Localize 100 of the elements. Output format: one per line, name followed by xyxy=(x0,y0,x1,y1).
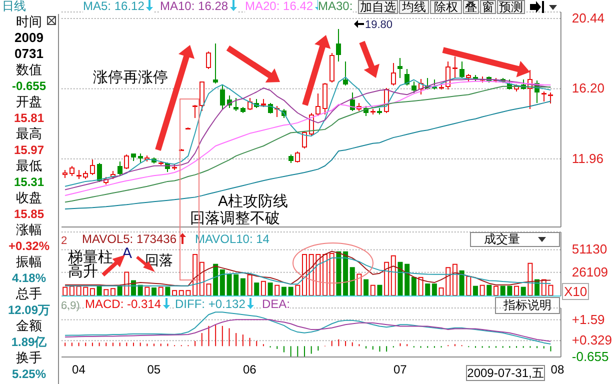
series-label: DEA: xyxy=(262,297,290,311)
bar xyxy=(528,262,533,296)
bar xyxy=(192,254,198,296)
bar xyxy=(390,255,396,296)
text: 数值 xyxy=(15,62,43,78)
bar xyxy=(370,284,376,296)
candlestick xyxy=(390,62,396,86)
candlestick xyxy=(206,51,212,70)
text: 涨幅 xyxy=(15,222,43,238)
candlestick xyxy=(329,52,334,83)
bar xyxy=(356,274,362,296)
bar xyxy=(247,274,252,296)
bar xyxy=(295,284,300,296)
y-tick-label: 26109 xyxy=(572,264,608,280)
bar xyxy=(452,264,458,296)
bar xyxy=(329,253,334,296)
bar xyxy=(336,251,342,296)
candlestick xyxy=(90,158,95,176)
bar xyxy=(384,262,390,296)
bar xyxy=(480,284,485,296)
toolbar-button: 窗 xyxy=(480,0,496,14)
text: MA10: 16.28 xyxy=(160,0,238,13)
bar xyxy=(124,272,130,296)
bar xyxy=(240,278,246,296)
bar xyxy=(302,254,307,296)
annotation: 6,9) xyxy=(61,300,80,312)
candlestick xyxy=(452,56,458,79)
bar xyxy=(411,276,416,296)
annotation: 涨停再涨停 xyxy=(93,69,168,86)
text: 换手 xyxy=(15,350,43,366)
annotation: 高升 xyxy=(68,263,98,280)
toolbar-button: 加自选 xyxy=(358,0,398,14)
series-label: DIFF: +0.132 xyxy=(175,297,254,311)
bar xyxy=(343,251,348,296)
y-tick-label: 20.44 xyxy=(572,10,604,26)
text: 2009 xyxy=(14,30,44,46)
y-axis-title: X10 xyxy=(562,283,590,300)
bar xyxy=(90,288,95,296)
text: 15.81 xyxy=(12,110,46,126)
label-box: 2009-07-31,五 xyxy=(466,365,545,381)
candlestick xyxy=(295,151,300,162)
text: MAVOL5: 173436 xyxy=(82,232,186,246)
text: MA20: 16.42 xyxy=(245,0,314,13)
text: 振幅 xyxy=(15,254,43,270)
bar xyxy=(377,284,382,296)
bar xyxy=(152,287,157,296)
bar xyxy=(158,286,164,296)
bar xyxy=(254,282,260,296)
x-tick-label: 06 xyxy=(243,362,257,377)
text: 日线 xyxy=(2,0,26,14)
text: 5.25% xyxy=(10,366,48,382)
y-tick-label: 11.96 xyxy=(572,150,604,166)
label-box: 指标说明 xyxy=(495,297,560,314)
text: 总手 xyxy=(15,286,43,302)
text: MA30: xyxy=(318,0,353,13)
text: 15.97 xyxy=(12,142,46,158)
toolbar-button: 均线 xyxy=(399,0,429,14)
bar xyxy=(520,286,526,296)
text: 时间 xyxy=(15,14,43,30)
bar xyxy=(260,280,266,296)
text: MA5: 16.12 xyxy=(83,0,154,13)
bar xyxy=(274,284,280,296)
bar xyxy=(62,286,68,296)
text: 0731 xyxy=(14,46,44,62)
text: -0.655 xyxy=(10,78,48,94)
bar xyxy=(432,284,437,296)
bar xyxy=(213,264,218,296)
text: 最高 xyxy=(15,126,43,142)
text: 12.09万 xyxy=(6,302,52,318)
annotation: A柱攻防线 xyxy=(218,193,288,210)
toolbar-button: 叠 xyxy=(463,0,479,14)
text: 1.89亿 xyxy=(10,334,48,350)
candlestick xyxy=(240,106,246,112)
line-series xyxy=(64,100,552,210)
candlestick xyxy=(398,58,403,79)
text: 15.85 xyxy=(12,206,46,222)
bar xyxy=(472,286,478,296)
y-tick-label: -0.655 xyxy=(572,349,609,364)
bar xyxy=(144,286,150,296)
annotation: 19.80 xyxy=(364,19,393,32)
toolbar-button: 预测 xyxy=(497,0,525,14)
bar xyxy=(418,276,424,296)
bar xyxy=(322,254,328,296)
annotation: 2 xyxy=(61,235,68,248)
x-tick-label: 04 xyxy=(72,362,86,377)
bar xyxy=(398,262,403,296)
bar xyxy=(281,286,286,296)
text: 15.31 xyxy=(12,174,46,190)
bar xyxy=(110,288,116,296)
text: 4.18% xyxy=(10,270,48,286)
text: +0.32% xyxy=(7,238,51,254)
line-series xyxy=(64,312,552,344)
y-tick-label: +0.329 xyxy=(572,332,612,348)
bar xyxy=(425,284,430,296)
bar xyxy=(514,286,520,296)
x-tick-label: 07 xyxy=(393,362,408,377)
bar xyxy=(220,269,225,296)
bar xyxy=(486,284,492,296)
dropdown-field: 成交量 xyxy=(470,232,560,247)
bar xyxy=(350,267,355,296)
